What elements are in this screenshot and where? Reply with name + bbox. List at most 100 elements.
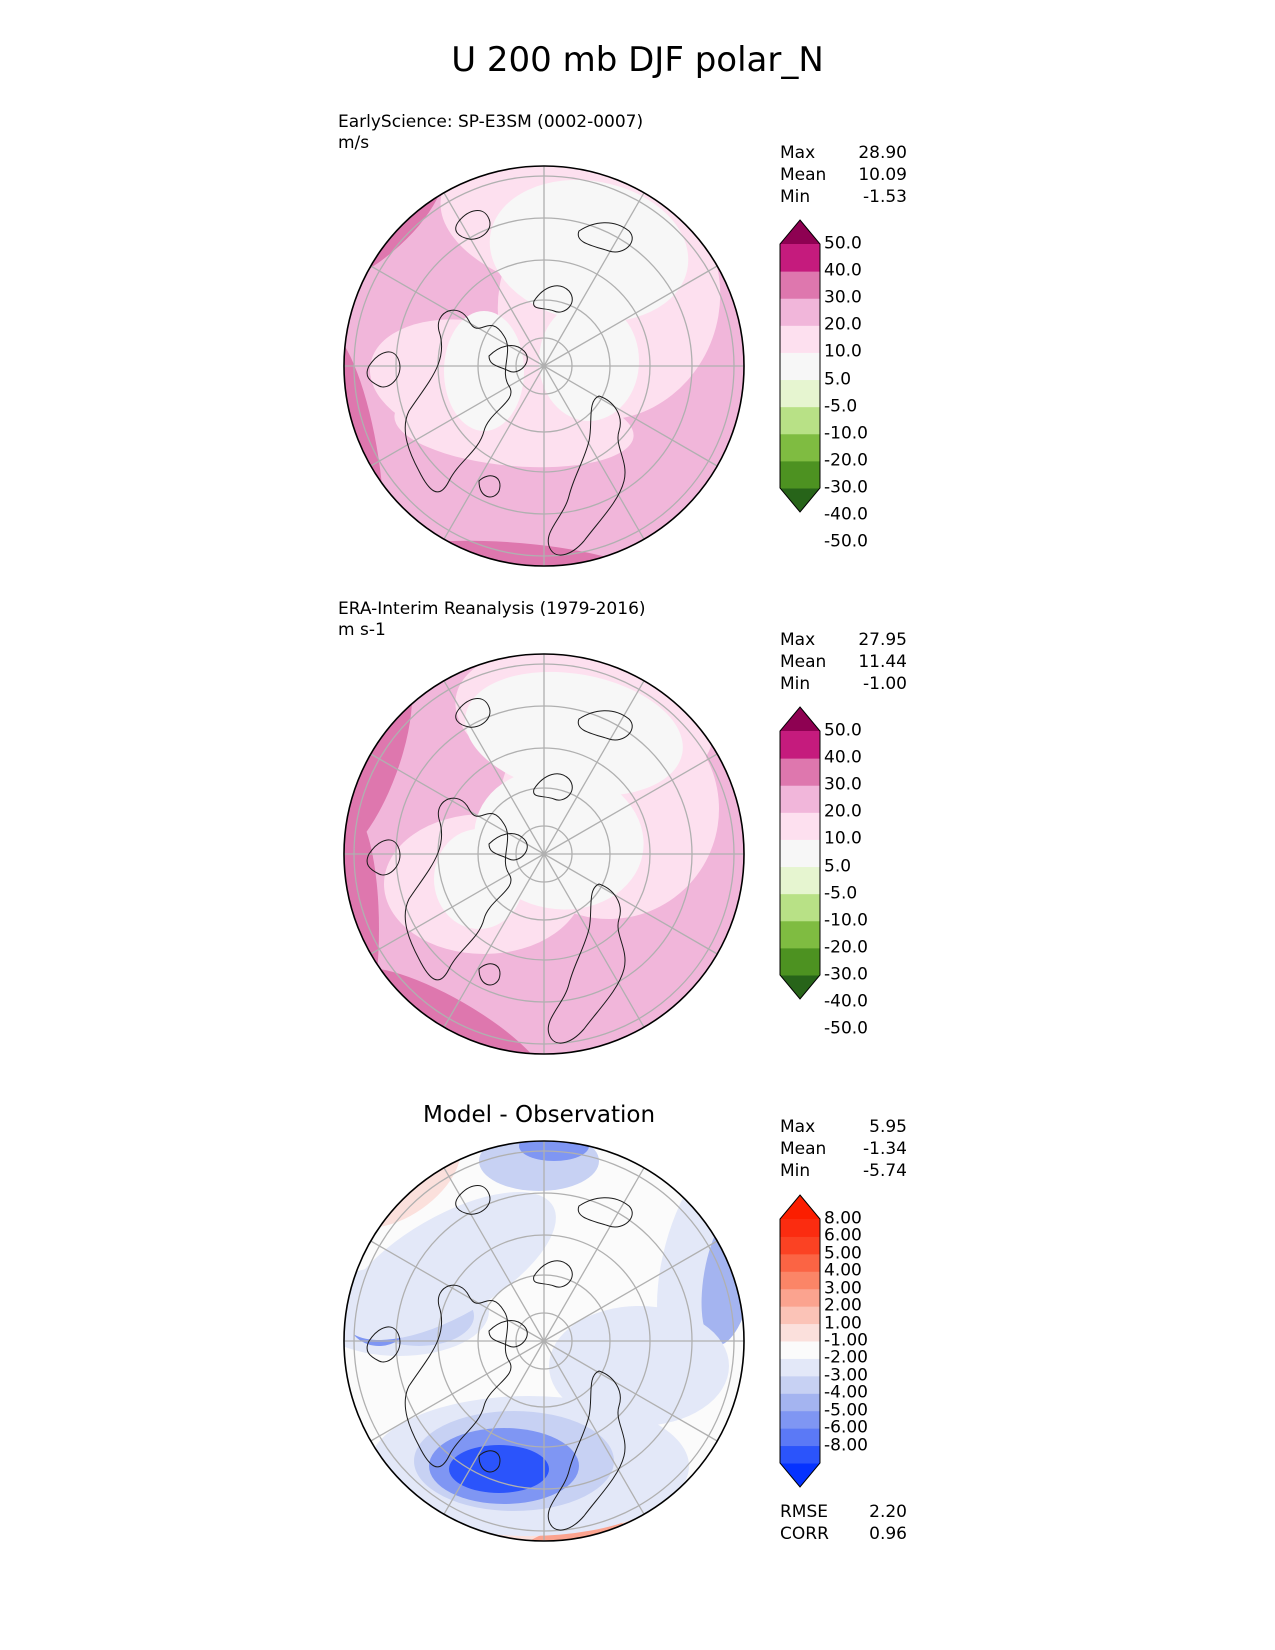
- meridian-line: [370, 1340, 545, 1442]
- colorbar-extend-min: [780, 975, 820, 999]
- coastline: [455, 698, 491, 728]
- coastline: [478, 1450, 501, 1473]
- contour-region: [465, 671, 683, 797]
- coastline: [547, 395, 626, 556]
- colorbar-tick-label: 10.0: [824, 341, 862, 362]
- panel3-title: Model - Observation: [423, 1102, 656, 1128]
- colorbar-tick-label: -10.0: [824, 910, 868, 931]
- coastline: [533, 773, 573, 801]
- meridian-line: [443, 1340, 545, 1515]
- meridian-line: [443, 1167, 545, 1342]
- colorbar-segment: [780, 1428, 820, 1447]
- panel3-polar-map: [343, 1140, 745, 1542]
- figure-title: U 200 mb DJF polar_N: [451, 40, 824, 80]
- colorbar-tick-label: 5.0: [824, 369, 852, 390]
- colorbar-segment: [780, 1253, 820, 1272]
- panel2-stat-mean: Mean 11.44: [780, 652, 907, 672]
- coastline: [577, 710, 633, 741]
- colorbar-segment: [780, 1393, 820, 1412]
- colorbar-tick-label: 50.0: [824, 233, 862, 254]
- colorbar-extend-max: [780, 220, 820, 244]
- coastline: [577, 1197, 633, 1228]
- colorbar-segment: [780, 406, 820, 435]
- colorbar-segment: [780, 893, 820, 922]
- contour-region: [549, 1306, 729, 1426]
- colorbar-segment: [780, 1410, 820, 1429]
- map-field: [344, 654, 744, 1054]
- coastline: [404, 1284, 512, 1468]
- colorbar-tick-label: -4.00: [824, 1382, 868, 1403]
- colorbar-segment: [780, 379, 820, 408]
- colorbar-segment: [780, 1323, 820, 1342]
- coastline: [547, 883, 626, 1044]
- colorbar-segment: [780, 433, 820, 462]
- colorbar-tick-label: 2.00: [824, 1295, 862, 1316]
- meridian-line: [443, 853, 545, 1028]
- colorbar-segment: [780, 325, 820, 353]
- colorbar-tick-label: 40.0: [824, 260, 862, 281]
- colorbar-tick-label: 8.00: [824, 1208, 862, 1229]
- coastline: [366, 351, 401, 388]
- meridian-line: [543, 1340, 718, 1442]
- panel3-stat-mean: Mean -1.34: [780, 1139, 907, 1159]
- meridian-line: [370, 753, 545, 855]
- colorbar-segment: [780, 1375, 820, 1394]
- panel1-stat-mean: Mean 10.09: [780, 165, 907, 185]
- meridian-line: [543, 753, 718, 855]
- meridian-line: [543, 265, 718, 367]
- coastline: [455, 210, 491, 240]
- colorbar-tick-label: -20.0: [824, 450, 868, 471]
- colorbar-tick-label: -50.0: [824, 1018, 868, 1039]
- coastline: [577, 222, 633, 253]
- map-border: [343, 1140, 745, 1542]
- coastline: [488, 833, 528, 861]
- colorbar-extend-min: [780, 1463, 820, 1487]
- colorbar-segment: [780, 758, 820, 786]
- colorbar-extend-min: [780, 488, 820, 512]
- panel3-stats: Max 5.95 Mean -1.34 Min -5.74: [780, 1116, 907, 1182]
- map-border: [343, 653, 745, 1055]
- colorbar-segment: [780, 920, 820, 949]
- colorbar-tick-label: -5.0: [824, 396, 858, 417]
- coastline: [488, 1320, 528, 1348]
- coastline: [478, 963, 501, 986]
- panel2-colorbar: [779, 706, 821, 1000]
- colorbar-segment: [780, 839, 820, 868]
- panel3-metric-rmse: RMSE 2.20: [780, 1502, 907, 1522]
- map-field: [344, 1141, 744, 1541]
- colorbar-segment: [780, 1341, 820, 1359]
- colorbar-tick-label: -5.00: [824, 1400, 868, 1421]
- panel2-stat-max: Max 27.95: [780, 630, 907, 650]
- colorbar-tick-label: -10.0: [824, 423, 868, 444]
- colorbar-segment: [780, 298, 820, 326]
- colorbar-tick-label: 30.0: [824, 287, 862, 308]
- panel2-polar-map: [343, 653, 745, 1055]
- colorbar-segment: [780, 866, 820, 895]
- colorbar-segment: [780, 460, 820, 489]
- meridian-line: [543, 365, 718, 467]
- coastline: [366, 1326, 401, 1363]
- coastline: [455, 1185, 491, 1215]
- panel1-stat-max: Max 28.90: [780, 143, 907, 163]
- colorbar-tick-label: -8.00: [824, 1435, 868, 1456]
- meridian-line: [543, 1167, 645, 1342]
- colorbar-tick-label: 50.0: [824, 720, 862, 741]
- colorbar-outline: [779, 1194, 821, 1488]
- panel1-polar-map: [343, 165, 745, 567]
- meridian-line: [543, 192, 645, 367]
- panel2-units: m s-1: [338, 620, 386, 640]
- colorbar-tick-label: -3.00: [824, 1365, 868, 1386]
- meridian-line: [543, 680, 645, 855]
- meridian-line: [370, 265, 545, 367]
- meridian-line: [443, 680, 545, 855]
- panel3-stat-max: Max 5.95: [780, 1117, 907, 1137]
- coastline: [533, 1260, 573, 1288]
- colorbar-tick-label: 30.0: [824, 774, 862, 795]
- colorbar-tick-label: -50.0: [824, 531, 868, 552]
- colorbar-segment: [780, 271, 820, 299]
- colorbar-segment: [780, 812, 820, 840]
- colorbar-tick-label: -40.0: [824, 504, 868, 525]
- colorbar-segment: [780, 352, 820, 381]
- panel2-title: ERA-Interim Reanalysis (1979-2016) m s-1: [338, 599, 646, 641]
- colorbar-tick-label: -2.00: [824, 1347, 868, 1368]
